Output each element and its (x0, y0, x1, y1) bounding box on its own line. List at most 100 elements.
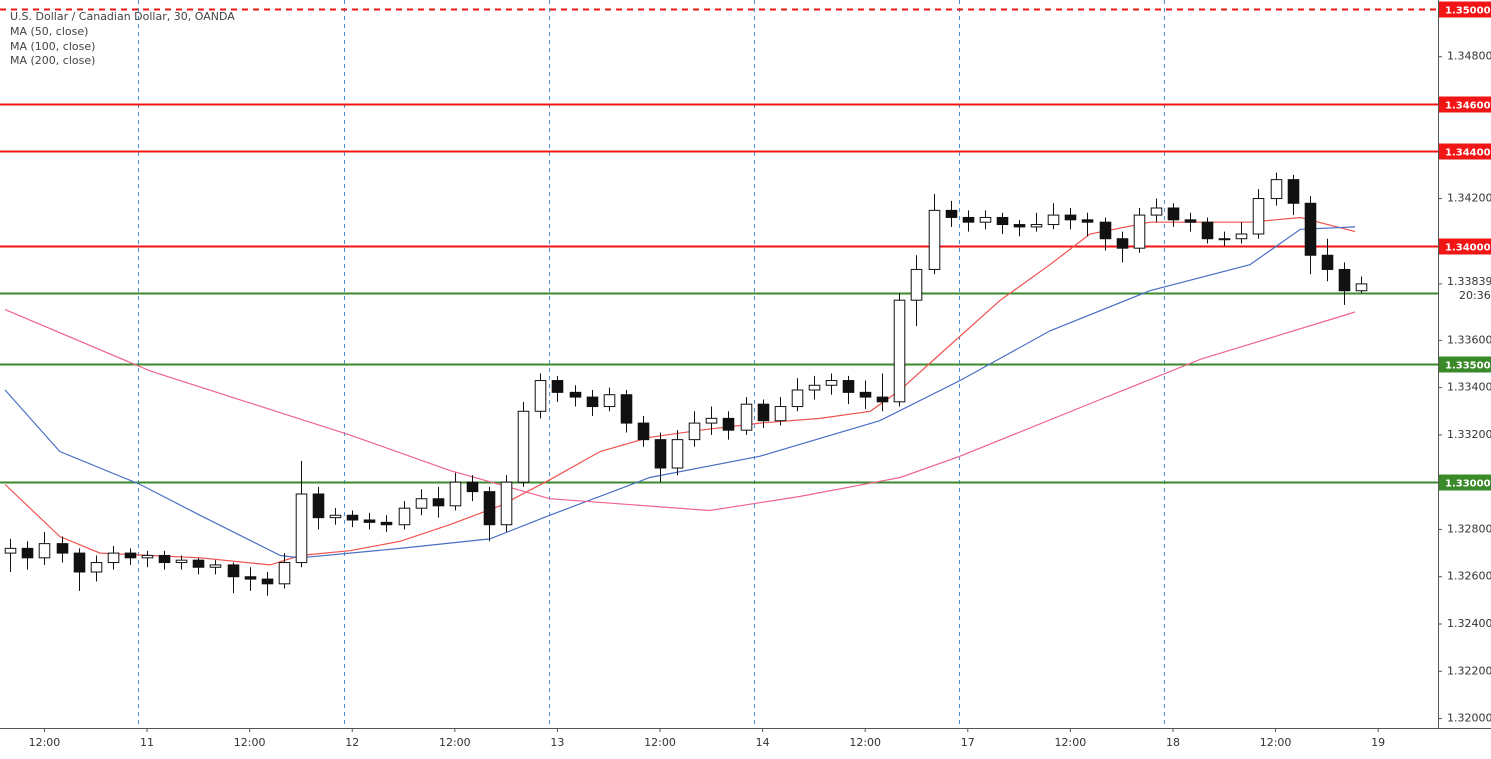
x-tick-label: 19 (1371, 736, 1385, 749)
legend-entry: MA (100, close) (10, 40, 95, 53)
candle-body (1304, 202, 1317, 256)
candle-body (141, 554, 154, 559)
ma-line (4, 309, 1356, 512)
candle-body (1321, 254, 1334, 270)
candle-body (791, 389, 804, 408)
candle-body (774, 406, 787, 422)
axis-layer: 12:00 11 12:00 12 12:00 13 12:00 14 12:00 17 12:00… (29, 1, 1491, 749)
candle-body (329, 514, 342, 519)
legend-entry: MA (200, close) (10, 54, 95, 67)
candle-body (4, 547, 17, 554)
candle-body (483, 491, 496, 526)
candle-body (996, 216, 1009, 226)
candle-body (1338, 268, 1351, 292)
candle-body (295, 493, 308, 564)
candle-body (705, 417, 718, 424)
candle-body (825, 380, 838, 386)
candle-body (1270, 179, 1283, 200)
ma-line (4, 216, 1356, 566)
candle-body (1287, 179, 1300, 204)
candle-body (261, 578, 274, 585)
candle-body (398, 507, 411, 526)
candle-body (124, 552, 137, 559)
candle-body (1116, 238, 1129, 249)
candle-body (380, 521, 393, 526)
candle-body (56, 543, 69, 554)
candle-body (671, 439, 684, 469)
candle-body (158, 554, 171, 564)
candle-body (808, 384, 821, 391)
candle-body (38, 543, 51, 559)
candle-body (192, 559, 205, 568)
candle-body (363, 519, 376, 523)
candle-body (90, 562, 103, 573)
candle-body (859, 391, 872, 398)
x-tick-label: 12:00 (849, 736, 881, 749)
level-label: 1.34400 (1445, 148, 1491, 159)
candle-body (1355, 283, 1368, 292)
candle-body (740, 403, 753, 431)
last-price-label: 1.33839 (1447, 275, 1491, 288)
level-label-box (1439, 143, 1491, 160)
candle-body (21, 547, 34, 559)
candle-body (346, 514, 359, 521)
x-tick-label: 17 (961, 736, 975, 749)
candle-body (1081, 219, 1094, 223)
candle-body (979, 216, 992, 223)
candle-body (1201, 221, 1214, 240)
level-label-box (1439, 1, 1491, 18)
y-tick-label: 1.32400 (1447, 617, 1491, 630)
candle-body (517, 410, 530, 483)
candle-body (1235, 233, 1248, 240)
candle-body (722, 417, 735, 431)
candle-body (73, 552, 86, 573)
candle-body (500, 481, 513, 526)
x-tick-label: 12:00 (234, 736, 266, 749)
x-tick-label: 12:00 (29, 736, 61, 749)
candle-body (1184, 219, 1197, 223)
candle-body (620, 394, 633, 424)
candle-body (227, 564, 240, 578)
candle-body (1064, 214, 1077, 221)
last-price-time: 20:36 (1459, 289, 1491, 302)
y-tick-label: 1.33400 (1447, 381, 1491, 394)
x-tick-label: 12:00 (1055, 736, 1087, 749)
y-tick-label: 1.33200 (1447, 428, 1491, 441)
candle-body (466, 481, 479, 493)
y-tick-label: 1.34800 (1447, 50, 1491, 63)
candle-body (1150, 207, 1163, 216)
last-price-box (1439, 274, 1491, 303)
candle-body (1099, 221, 1112, 240)
candle-body (107, 552, 120, 564)
level-label: 1.33500 (1445, 361, 1491, 372)
candle-body (893, 299, 906, 403)
x-tick-label: 14 (756, 736, 770, 749)
y-tick-label: 1.32800 (1447, 522, 1491, 535)
ma-line (4, 226, 1356, 559)
candle-body (757, 403, 770, 422)
y-tick-label: 1.34200 (1447, 192, 1491, 205)
candle-body (449, 481, 462, 507)
candle-body (1030, 224, 1043, 228)
candle-body (945, 209, 958, 218)
x-tick-label: 12:00 (644, 736, 676, 749)
y-tick-label: 1.32200 (1447, 664, 1491, 677)
candle-body (637, 422, 650, 441)
candle-body (842, 380, 855, 393)
x-tick-label: 13 (550, 736, 564, 749)
candle-body (688, 422, 701, 441)
y-tick-label: 1.32000 (1447, 712, 1491, 725)
plot-layer (0, 8, 1438, 596)
candle-body (910, 268, 923, 301)
candle-body (312, 493, 325, 519)
legend-entry: MA (50, close) (10, 25, 88, 38)
candle-body (415, 498, 428, 509)
candle-body (244, 576, 257, 580)
candle-body (586, 396, 599, 408)
candle-body (962, 216, 975, 223)
candle-body (432, 498, 445, 507)
candle-body (928, 209, 941, 270)
level-label: 1.33000 (1445, 479, 1491, 490)
level-label-box (1439, 238, 1491, 255)
